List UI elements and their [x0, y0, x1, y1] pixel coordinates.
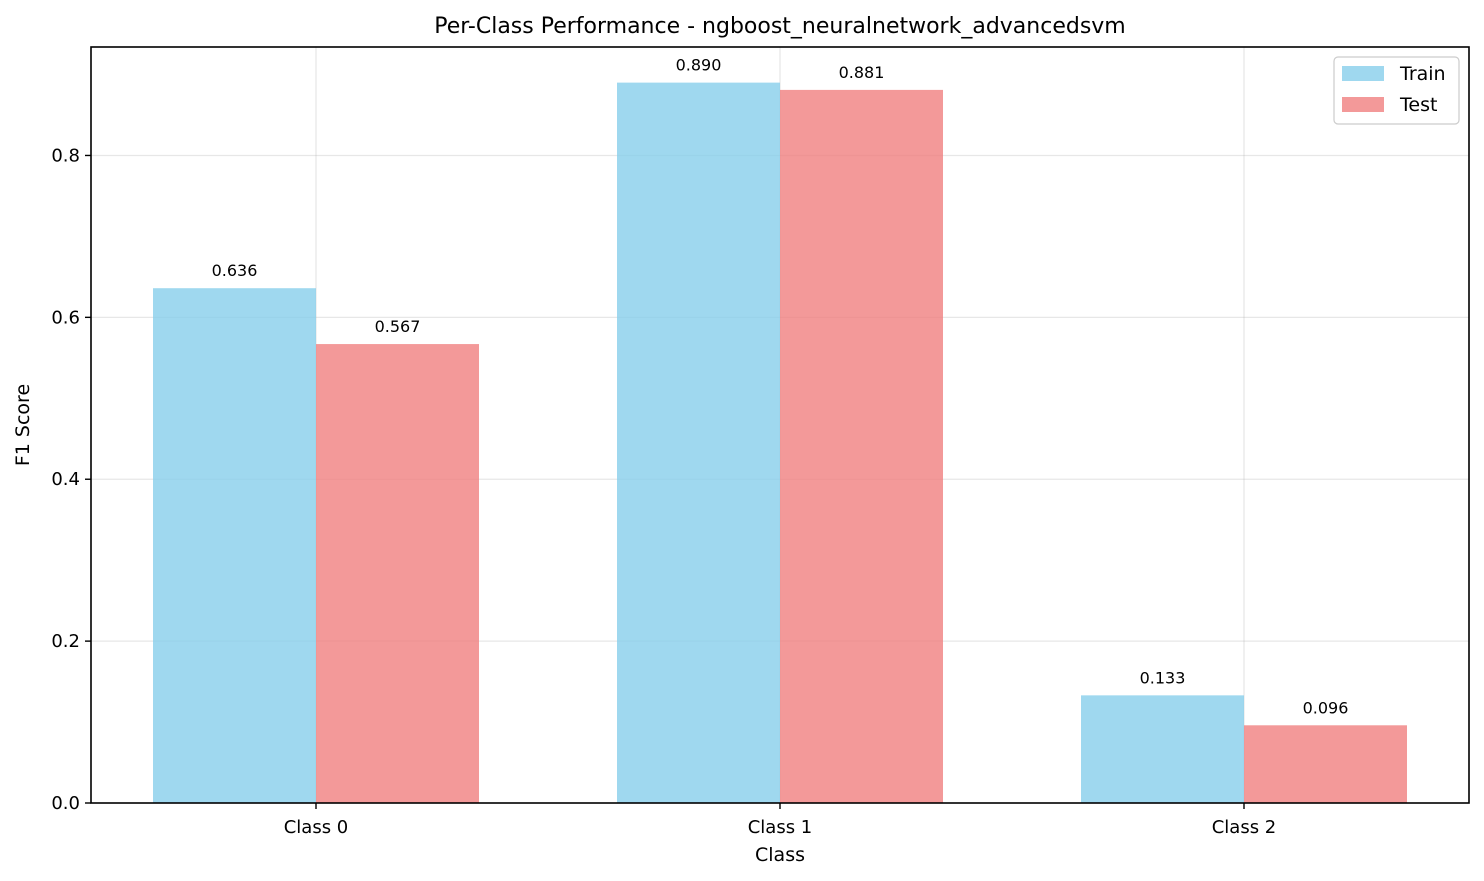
y-axis-label: F1 Score — [12, 384, 34, 466]
bars — [153, 82, 1407, 804]
data-label: 0.890 — [676, 56, 722, 75]
bar-train-class-0 — [153, 288, 316, 803]
bar-train-class-1 — [617, 82, 780, 803]
x-tick-label: Class 2 — [1212, 817, 1277, 838]
data-label: 0.133 — [1140, 668, 1186, 687]
data-label: 0.881 — [839, 63, 885, 82]
x-tick-label: Class 0 — [284, 817, 349, 838]
legend: Train Test — [1333, 56, 1460, 125]
data-label: 0.096 — [1303, 698, 1349, 717]
bar-test-class-1 — [780, 89, 943, 804]
legend-label-train: Train — [1399, 63, 1446, 85]
legend-label-test: Test — [1399, 94, 1437, 116]
y-tick-label: 0.0 — [51, 793, 80, 814]
bar-test-class-0 — [316, 344, 479, 803]
y-tick-label: 0.8 — [51, 145, 80, 166]
x-tick-label: Class 1 — [748, 817, 813, 838]
legend-swatch-train — [1342, 66, 1384, 81]
x-axis-ticks: Class 0 Class 1 Class 2 — [284, 803, 1277, 838]
y-tick-label: 0.2 — [51, 631, 80, 652]
bar-test-class-2 — [1244, 725, 1407, 803]
legend-swatch-test — [1342, 97, 1384, 112]
x-axis-label: Class — [755, 844, 805, 866]
bar-train-class-2 — [1081, 695, 1244, 803]
y-tick-label: 0.6 — [51, 307, 80, 328]
chart-title: Per-Class Performance - ngboost_neuralne… — [434, 14, 1126, 39]
y-axis-ticks: 0.0 0.2 0.4 0.6 0.8 — [51, 145, 91, 814]
y-tick-label: 0.4 — [51, 469, 80, 490]
data-label: 0.636 — [212, 261, 258, 280]
data-label: 0.567 — [375, 317, 421, 336]
data-labels: 0.636 0.890 0.133 0.567 0.881 0.096 — [212, 56, 1349, 718]
